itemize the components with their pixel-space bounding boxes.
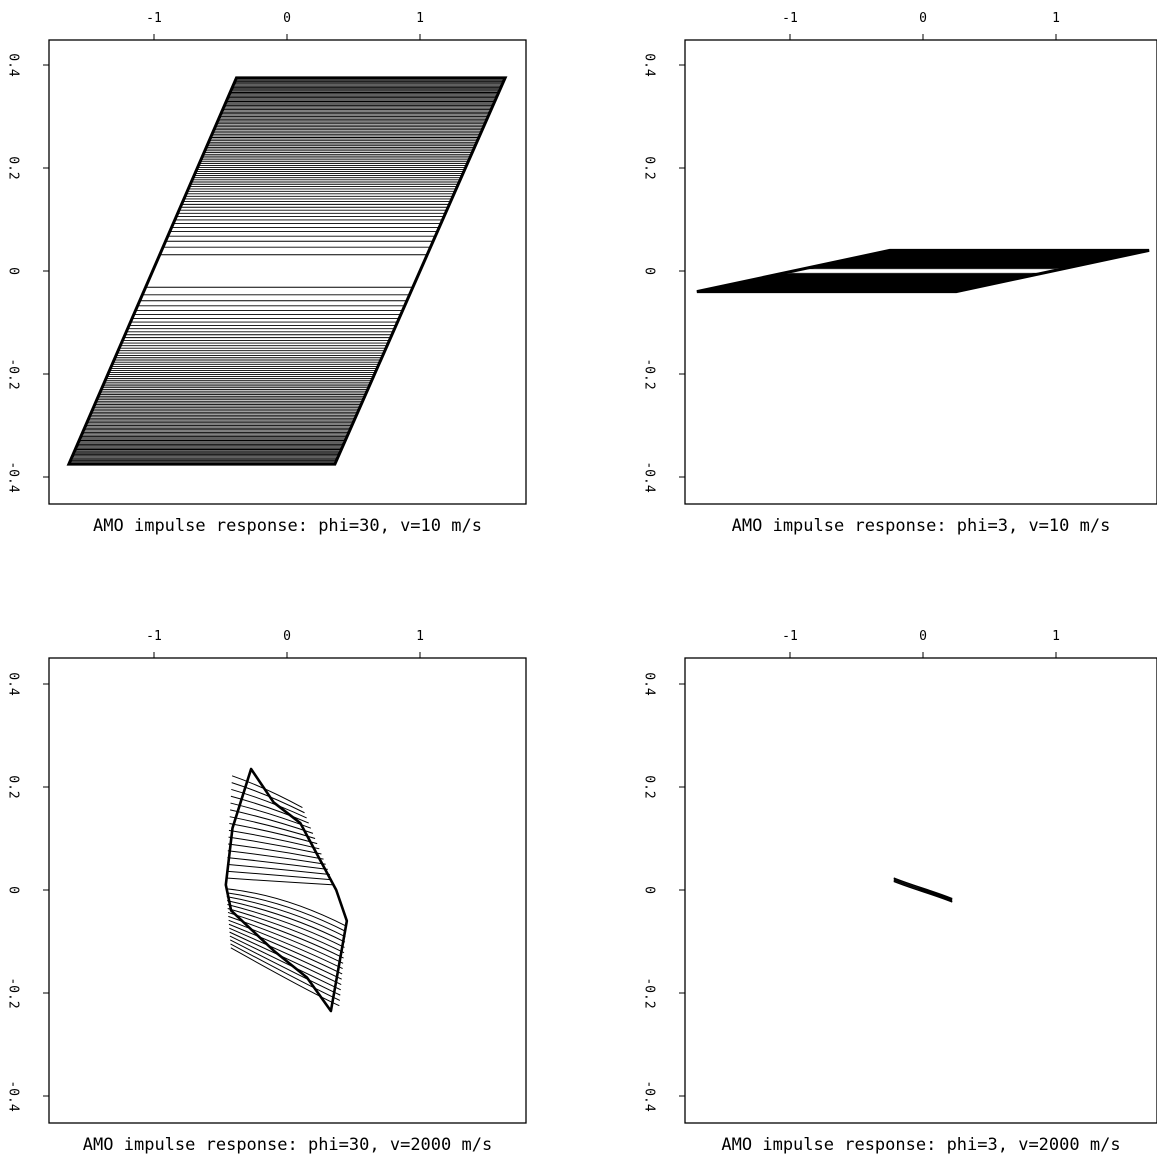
impulse-contours [696,249,1150,293]
y-tick-label: -0.2 [642,358,657,389]
x-tick-label: -1 [782,11,798,26]
y-tick-label: 0 [6,886,21,894]
y-tick-label: 0 [642,267,657,275]
y-tick-label: 0 [6,267,21,275]
x-tick-label: 0 [919,629,927,644]
impulse-outline [696,248,1150,294]
x-tick-label: 1 [1052,629,1060,644]
plot-area [696,248,1150,294]
y-tick-label: 0.4 [6,672,21,696]
y-tick-label: -0.4 [6,1080,21,1111]
panel-title: AMO impulse response: phi=30, v=10 m/s [93,516,482,536]
y-tick-label: 0.2 [642,775,657,798]
y-tick-label: -0.4 [642,461,657,492]
y-tick-label: 0.2 [6,775,21,798]
x-tick-label: 1 [416,11,424,26]
plot-frame [48,657,527,1124]
x-tick-label: -1 [782,629,798,644]
y-tick-label: 0 [642,886,657,894]
panel-1: -1 0 1 0.4 0.2 0 -0.2 -0.4 AMO impulse response:… [6,11,527,536]
x-tick-label: 0 [283,629,291,644]
y-tick-label: 0.4 [6,53,21,77]
plot-frame [684,39,1157,505]
x-tick-label: 0 [283,11,291,26]
x-tick-label: 1 [1052,11,1060,26]
plot-area [893,877,953,903]
panel-title: AMO impulse response: phi=3, v=2000 m/s [721,1135,1120,1155]
y-tick-label: -0.2 [642,977,657,1008]
x-tick-label: 1 [416,629,424,644]
y-tick-label: -0.2 [6,358,21,389]
y-tick-label: -0.2 [6,977,21,1008]
y-tick-label: 0.4 [642,672,657,696]
y-tick-label: 0.2 [6,156,21,179]
panel-4: -1 0 1 0.4 0.2 0 -0.2 -0.4 AMO impulse response:… [642,629,1157,1155]
panel-title: AMO impulse response: phi=30, v=2000 m/s [83,1135,492,1155]
impulse-contours [893,877,953,903]
y-tick-label: 0.4 [642,53,657,77]
impulse-outline [224,767,349,1013]
panel-2: -1 0 1 0.4 0.2 0 -0.2 -0.4 AMO impulse response:… [642,11,1157,536]
x-tick-label: 0 [919,11,927,26]
y-tick-label: -0.4 [642,1080,657,1111]
y-tick-label: -0.4 [6,461,21,492]
plot-area [66,76,508,466]
panel-3: -1 0 1 0.4 0.2 0 -0.2 -0.4 AMO impulse response:… [6,629,527,1155]
y-tick-label: 0.2 [642,156,657,179]
impulse-contours [68,77,506,465]
panel-title: AMO impulse response: phi=3, v=10 m/s [732,516,1111,536]
impulse-contours [226,775,347,1007]
impulse-outline [66,76,508,466]
plot-area [224,767,349,1013]
x-tick-label: -1 [146,11,162,26]
x-tick-label: -1 [146,629,162,644]
